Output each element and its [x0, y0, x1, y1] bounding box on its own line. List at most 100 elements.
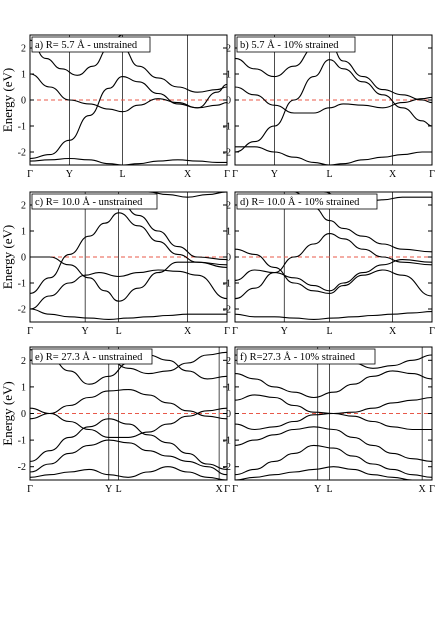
kpoint-label: Y: [66, 169, 73, 180]
band-line-1: [235, 259, 432, 292]
y-tick-label: 0: [226, 409, 231, 420]
y-tick-label: -2: [18, 305, 26, 316]
kpoint-label: Y: [271, 169, 278, 180]
band-line-5: [30, 308, 227, 320]
band-line-5: [30, 466, 227, 480]
y-axis-title: Energy (eV): [0, 225, 15, 289]
y-tick-label: -2: [18, 462, 26, 473]
y-tick-label: 1: [21, 227, 26, 238]
band-line-1: [235, 86, 432, 114]
band-line-0: [235, 59, 432, 153]
band-line-2: [235, 248, 432, 297]
y-tick-label: 1: [226, 70, 231, 81]
kpoint-label: Y: [314, 484, 321, 495]
panel-title: f) R=27.3 Å - 10% strained: [240, 351, 356, 363]
kpoint-label: L: [327, 326, 333, 337]
band-line-4: [235, 146, 432, 165]
kpoint-label: X: [184, 169, 192, 180]
y-axis-title: Energy (eV): [0, 68, 15, 132]
band-line-0: [30, 212, 227, 294]
kpoint-label: L: [116, 484, 122, 495]
panel-title: d) R= 10.0 Å - 10% strained: [240, 196, 360, 208]
kpoint-label: Γ: [27, 484, 33, 495]
kpoint-label: X: [419, 484, 427, 495]
band-line-4: [148, 192, 227, 198]
panel-title-box: [31, 348, 153, 365]
band-line-0: [235, 233, 432, 300]
y-tick-label: 1: [226, 227, 231, 238]
y-tick-label: 1: [21, 70, 26, 81]
band-line-3: [118, 199, 227, 261]
band-line-3: [329, 42, 432, 104]
y-tick-label: -1: [223, 279, 231, 290]
y-tick-label: -2: [223, 462, 231, 473]
y-tick-label: 2: [226, 201, 231, 212]
y-tick-label: 2: [21, 201, 26, 212]
kpoint-label: L: [327, 169, 333, 180]
band-line-1: [30, 256, 227, 302]
y-tick-label: 0: [226, 96, 231, 107]
panel-title-box: [236, 348, 376, 365]
y-tick-label: -2: [223, 305, 231, 316]
y-tick-label: 2: [226, 356, 231, 367]
kpoint-label: Γ: [224, 326, 230, 337]
y-tick-label: -1: [18, 122, 26, 133]
y-tick-label: 0: [226, 253, 231, 264]
y-tick-label: -1: [18, 279, 26, 290]
kpoint-label: X: [389, 169, 397, 180]
kpoint-label: Γ: [27, 326, 33, 337]
kpoint-label: Γ: [224, 484, 230, 495]
kpoint-label: Y: [281, 326, 288, 337]
band-line-4: [30, 439, 227, 476]
y-tick-label: -2: [18, 148, 26, 159]
y-tick-label: 1: [226, 382, 231, 393]
kpoint-label: Γ: [429, 169, 435, 180]
band-line-4: [235, 444, 432, 478]
panel-title-box: [236, 36, 356, 53]
kpoint-label: L: [116, 326, 122, 337]
panel-title: e) R= 27.3 Å - unstrained: [35, 351, 143, 363]
band-line-6: [235, 466, 432, 480]
kpoint-label: X: [216, 484, 224, 495]
kpoint-label: Γ: [27, 169, 33, 180]
kpoint-label: Y: [105, 484, 112, 495]
band-line-3: [122, 47, 227, 93]
band-line-2: [235, 370, 432, 399]
band-line-5: [235, 311, 432, 320]
band-line-0: [30, 389, 227, 420]
y-tick-label: 2: [21, 356, 26, 367]
kpoint-label: L: [327, 484, 333, 495]
panel-title: a) R= 5.7 Å - unstrained: [35, 39, 138, 51]
kpoint-label: Γ: [429, 326, 435, 337]
y-tick-label: 1: [21, 382, 26, 393]
kpoint-label: L: [120, 169, 126, 180]
panel-title: c) R= 10.0 Å - unstrained: [35, 196, 143, 208]
y-tick-label: 0: [21, 253, 26, 264]
kpoint-label: Γ: [232, 169, 238, 180]
kpoint-label: Γ: [232, 326, 238, 337]
y-tick-label: 0: [21, 96, 26, 107]
kpoint-label: Γ: [232, 484, 238, 495]
band-line-4: [30, 157, 227, 165]
band-line-0: [235, 394, 432, 415]
band-line-2: [30, 418, 227, 470]
y-axis-title: Energy (eV): [0, 381, 15, 445]
band-line-1: [235, 412, 432, 431]
band-line-1: [30, 73, 227, 113]
kpoint-label: X: [389, 326, 397, 337]
kpoint-label: Y: [82, 326, 89, 337]
y-tick-label: -1: [18, 436, 26, 447]
band-line-0: [30, 76, 227, 160]
y-tick-label: 0: [21, 409, 26, 420]
y-tick-label: -1: [223, 436, 231, 447]
y-tick-label: 2: [226, 44, 231, 55]
y-tick-label: -1: [223, 122, 231, 133]
kpoint-label: Γ: [429, 484, 435, 495]
